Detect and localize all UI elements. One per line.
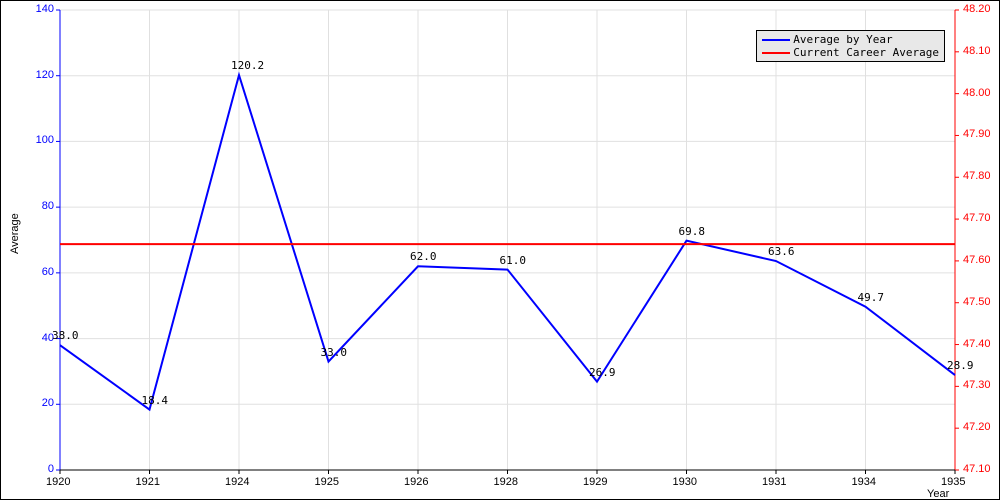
y-right-tick-label: 47.70 bbox=[963, 212, 991, 224]
y-right-tick-label: 47.30 bbox=[963, 379, 991, 391]
x-tick-label: 1920 bbox=[46, 476, 70, 488]
x-axis-label: Year bbox=[927, 488, 949, 500]
y-left-tick-label: 120 bbox=[36, 69, 54, 81]
x-tick-label: 1931 bbox=[762, 476, 786, 488]
y-left-tick-label: 0 bbox=[48, 463, 54, 475]
x-tick-label: 1921 bbox=[136, 476, 160, 488]
y-right-tick-label: 48.00 bbox=[963, 87, 991, 99]
legend-item: Average by Year bbox=[762, 33, 939, 46]
y-left-tick-label: 100 bbox=[36, 134, 54, 146]
y-right-tick-label: 47.20 bbox=[963, 421, 991, 433]
data-point-label: 120.2 bbox=[231, 59, 264, 72]
data-point-label: 33.0 bbox=[321, 346, 348, 359]
data-point-label: 61.0 bbox=[500, 254, 527, 267]
data-point-label: 28.9 bbox=[947, 359, 974, 372]
y-right-tick-label: 48.20 bbox=[963, 3, 991, 15]
data-point-label: 26.9 bbox=[589, 366, 616, 379]
chart-svg bbox=[0, 0, 1000, 500]
data-point-label: 38.0 bbox=[52, 329, 79, 342]
legend-label: Average by Year bbox=[793, 33, 892, 46]
legend-item: Current Career Average bbox=[762, 46, 939, 59]
y-right-tick-label: 47.40 bbox=[963, 338, 991, 350]
x-tick-label: 1928 bbox=[494, 476, 518, 488]
data-point-label: 63.6 bbox=[768, 245, 795, 258]
y-left-axis-label: Average bbox=[9, 224, 21, 254]
x-tick-label: 1930 bbox=[673, 476, 697, 488]
y-left-tick-label: 20 bbox=[42, 397, 54, 409]
x-tick-label: 1929 bbox=[583, 476, 607, 488]
data-point-label: 62.0 bbox=[410, 250, 437, 263]
y-left-tick-label: 80 bbox=[42, 200, 54, 212]
x-tick-label: 1926 bbox=[404, 476, 428, 488]
data-point-label: 18.4 bbox=[142, 394, 169, 407]
y-right-tick-label: 48.10 bbox=[963, 45, 991, 57]
y-right-tick-label: 47.10 bbox=[963, 463, 991, 475]
x-tick-label: 1934 bbox=[852, 476, 876, 488]
legend-color-swatch bbox=[762, 39, 790, 41]
data-point-label: 69.8 bbox=[679, 225, 706, 238]
x-tick-label: 1935 bbox=[941, 476, 965, 488]
y-right-tick-label: 47.60 bbox=[963, 254, 991, 266]
legend-label: Current Career Average bbox=[793, 46, 939, 59]
y-left-tick-label: 140 bbox=[36, 3, 54, 15]
legend-color-swatch bbox=[762, 52, 790, 54]
x-tick-label: 1925 bbox=[315, 476, 339, 488]
data-point-label: 49.7 bbox=[858, 291, 885, 304]
y-left-tick-label: 60 bbox=[42, 266, 54, 278]
chart-container: 02040608010012014047.1047.2047.3047.4047… bbox=[0, 0, 1000, 500]
y-right-tick-label: 47.80 bbox=[963, 170, 991, 182]
legend: Average by YearCurrent Career Average bbox=[756, 30, 945, 62]
x-tick-label: 1924 bbox=[225, 476, 249, 488]
y-right-tick-label: 47.90 bbox=[963, 128, 991, 140]
y-right-tick-label: 47.50 bbox=[963, 296, 991, 308]
